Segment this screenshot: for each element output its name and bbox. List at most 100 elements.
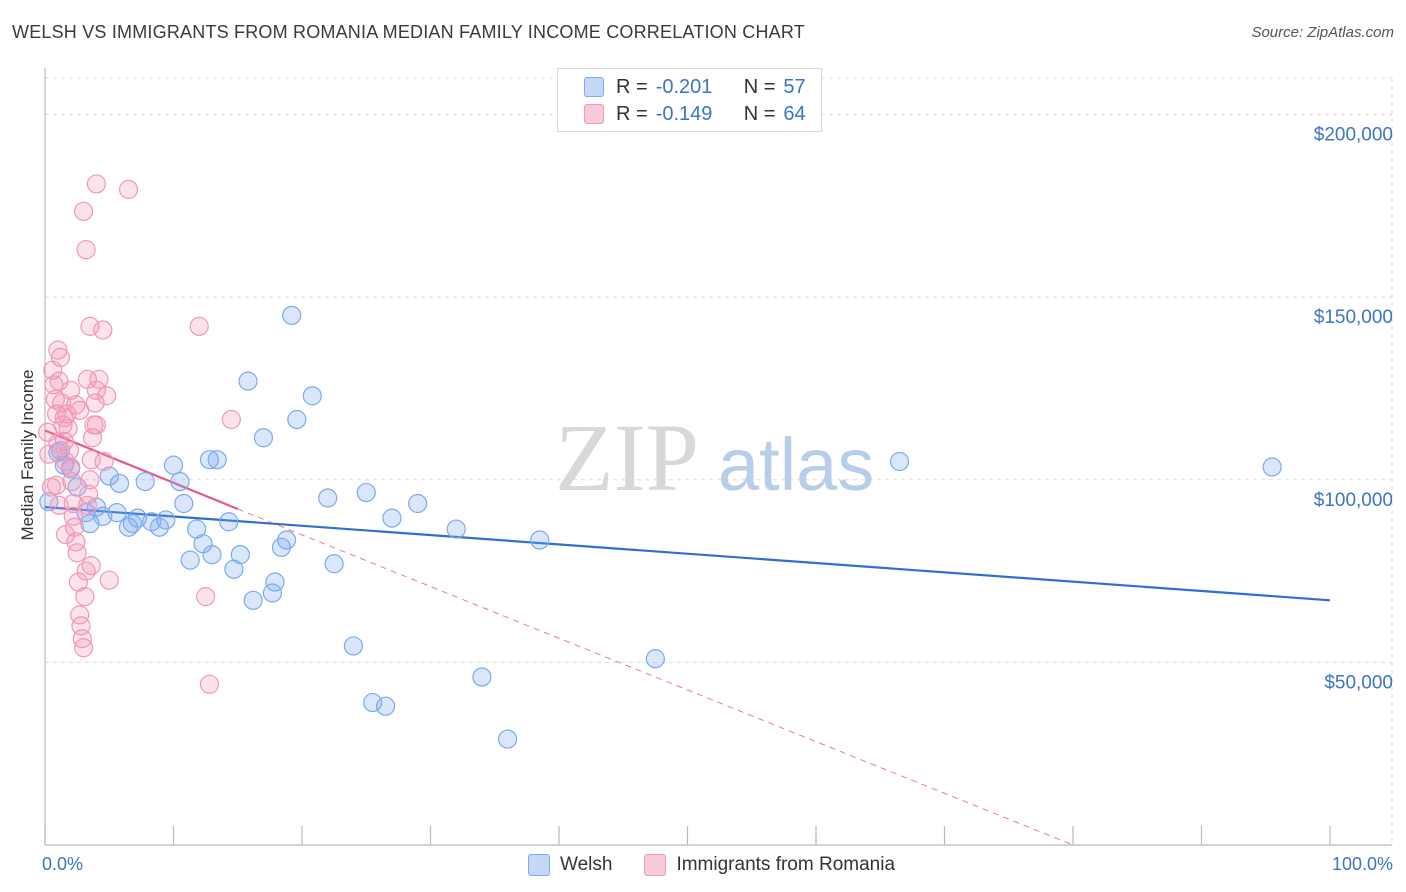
data-point-romania — [61, 380, 81, 400]
data-point-romania — [73, 638, 94, 658]
data-point-welsh — [276, 530, 297, 550]
y-axis-label: Median Family Income — [18, 369, 37, 540]
data-point-welsh — [174, 493, 194, 514]
data-point-romania — [48, 433, 68, 453]
data-point-welsh — [122, 513, 142, 534]
data-point-romania — [94, 451, 114, 472]
data-point-romania — [48, 340, 68, 360]
data-point-welsh — [149, 517, 169, 537]
welsh-swatch — [584, 77, 604, 97]
data-point-welsh — [199, 450, 220, 470]
chart-source: Source: ZipAtlas.com — [1251, 24, 1394, 41]
watermark-atlas: atlas — [718, 423, 874, 506]
legend-n-value-welsh: 57 — [783, 75, 806, 98]
legend-box: R = -0.201 N = 57 R = -0.149 N = 64 — [557, 68, 822, 132]
data-point-romania — [99, 570, 119, 590]
legend-r-label: R = — [616, 75, 648, 98]
data-point-romania — [73, 201, 94, 221]
bottom-legend-romania: Immigrants from Romania — [644, 854, 895, 876]
bottom-legend-welsh-label: Welsh — [560, 854, 613, 875]
data-point-welsh — [253, 428, 274, 448]
legend-n-label: N = — [743, 102, 776, 125]
data-point-welsh — [243, 590, 263, 610]
data-point-romania — [118, 179, 139, 199]
bottom-legend-welsh: Welsh — [528, 854, 612, 876]
chart-title: WELSH VS IMMIGRANTS FROM ROMANIA MEDIAN … — [12, 22, 805, 42]
data-points — [37, 174, 1282, 749]
data-point-romania — [55, 451, 76, 472]
data-point-romania — [61, 457, 81, 477]
data-point-romania — [59, 440, 80, 461]
data-point-welsh — [265, 572, 285, 592]
data-point-welsh — [343, 636, 363, 656]
trend-lines — [44, 429, 1331, 846]
data-point-welsh — [99, 466, 119, 486]
legend-n-label: N = — [743, 75, 776, 98]
data-point-romania — [58, 419, 78, 439]
data-point-romania — [50, 347, 71, 368]
romania-swatch — [584, 104, 604, 124]
data-point-romania — [75, 587, 95, 607]
data-point-welsh — [324, 554, 344, 574]
data-point-romania — [45, 389, 65, 410]
data-point-welsh — [180, 550, 200, 570]
data-point-welsh — [107, 503, 127, 523]
x-tick-label: 100.0% — [1332, 854, 1393, 874]
data-point-welsh — [645, 649, 665, 669]
data-point-romania — [76, 240, 96, 260]
data-point-welsh — [472, 667, 492, 687]
data-point-welsh — [93, 506, 113, 526]
data-point-welsh — [318, 488, 338, 508]
data-point-welsh — [127, 508, 148, 528]
data-point-romania — [63, 506, 83, 526]
legend-r-value-welsh: -0.201 — [655, 75, 713, 98]
y-tick-label: $200,000 — [1314, 125, 1393, 146]
legend-r-value-romania: -0.149 — [655, 102, 713, 125]
data-point-romania — [196, 587, 216, 607]
legend-row-welsh: R = -0.201 N = 57 — [584, 75, 806, 99]
data-point-romania — [81, 555, 101, 576]
data-point-romania — [221, 409, 241, 430]
trend-extension-romania — [237, 508, 1074, 846]
trend-line-welsh — [44, 506, 1331, 602]
data-point-romania — [93, 320, 113, 340]
data-point-welsh — [302, 386, 322, 406]
data-point-romania — [79, 484, 99, 504]
data-point-welsh — [207, 450, 227, 470]
data-point-welsh — [498, 729, 518, 749]
data-point-romania — [76, 561, 96, 581]
data-point-welsh — [363, 692, 383, 713]
data-point-welsh — [230, 545, 250, 565]
legend-r-label: R = — [616, 102, 648, 125]
y-tick-label: $100,000 — [1314, 490, 1393, 511]
bottom-legend-romania-label: Immigrants from Romania — [676, 854, 896, 875]
data-point-romania — [86, 174, 107, 194]
data-point-welsh — [408, 493, 428, 514]
data-point-romania — [86, 415, 107, 435]
data-point-welsh — [238, 371, 258, 391]
data-point-welsh — [156, 510, 176, 530]
data-point-romania — [77, 369, 98, 389]
data-point-romania — [66, 395, 86, 415]
bottom-legend: Welsh Immigrants from Romania — [528, 852, 927, 878]
data-point-welsh — [219, 512, 239, 532]
watermark-zip: ZIP — [555, 404, 699, 511]
data-point-welsh — [382, 508, 402, 528]
data-point-welsh — [163, 455, 184, 475]
data-point-welsh — [446, 519, 466, 539]
data-point-romania — [199, 674, 220, 694]
data-point-romania — [97, 386, 117, 406]
data-point-romania — [189, 316, 209, 336]
data-point-welsh — [135, 471, 155, 492]
data-point-romania — [53, 415, 73, 435]
romania-swatch — [644, 854, 667, 876]
trend-line-romania — [44, 429, 239, 510]
y-tick-label: $150,000 — [1314, 307, 1393, 328]
data-point-romania — [55, 524, 76, 545]
data-point-romania — [80, 316, 100, 336]
x-tick-label: 0.0% — [42, 854, 83, 874]
data-point-romania — [80, 470, 100, 490]
data-point-welsh — [282, 305, 302, 326]
data-point-romania — [49, 495, 69, 515]
